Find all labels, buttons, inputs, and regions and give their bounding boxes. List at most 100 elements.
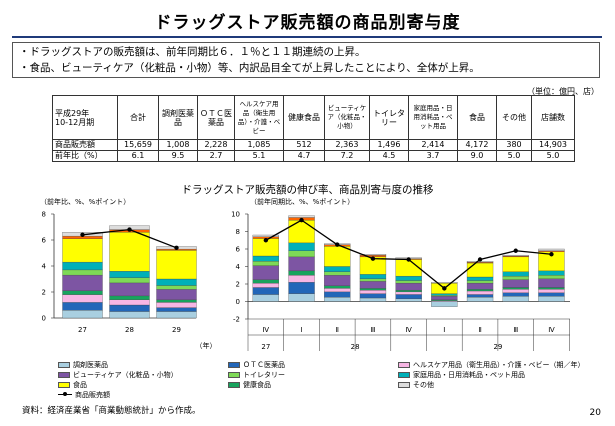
bar-segment [62,290,103,295]
bar-segment [502,296,529,302]
bar-segment [395,294,422,300]
bar-segment [431,282,458,284]
bar-segment [395,259,422,277]
bar-segment [502,287,529,290]
legend-label: 商品販売額 [75,391,110,399]
legend-label: その他 [413,381,434,389]
bar-segment [252,255,280,262]
bar-segment [359,289,387,294]
bar-segment [156,278,197,286]
sales-point [263,238,269,243]
legend-label: ヘルスケア用品（衛生用品）・介護・ベビー（期／年） [413,361,585,369]
title-underline [12,36,602,38]
year-label: 28 [351,343,360,351]
page-title: ドラッグストア販売額の商品別寄与度 [154,13,461,33]
sales-point [477,257,483,262]
bar-segment [288,275,315,283]
bar-segment [502,256,529,272]
legend-swatch [228,372,240,378]
bar-segment [466,262,494,278]
y-tick-label: 10 [231,211,240,219]
bar-segment [324,266,351,272]
bar-segment [156,307,197,312]
bar-segment [502,292,529,297]
table-cell: 5.1 [234,150,284,162]
bar-segment [324,288,351,293]
bar-segment [538,248,565,251]
table-header: トイレタリー [369,95,409,140]
bar-segment [538,287,565,290]
bar-segment [62,310,103,319]
bar-segment [156,302,197,308]
bar-segment [538,296,565,302]
bar-segment [466,290,494,295]
page-number: 20 [589,408,601,418]
year-label: 27 [261,343,270,351]
bar-segment [62,294,103,303]
x-tick-label: Ⅱ [478,326,481,334]
x-tick-label: Ⅳ [548,326,555,334]
bar-segment [252,287,280,295]
sales-point [174,245,179,250]
sales-point [80,232,85,237]
bar-segment [466,280,494,284]
x-tick-label: Ⅱ [336,326,339,334]
chart-section-title: ドラッグストア販売額の伸び率、商品別寄与度の推移 [181,184,434,196]
bar-segment [252,279,280,284]
bar-segment [359,281,387,289]
table-header-row: 平成29年 10-12月期 合計 調剤医薬品 ＯＴＣ医薬品 ヘルスケア用品（衛生… [52,95,575,140]
y-tick-label: 0 [42,315,46,323]
bar-segment [538,275,565,279]
bar-segment [288,242,315,251]
bar-segment [324,296,351,302]
legend-swatch [58,372,70,378]
bar-segment [62,238,103,263]
table-cell: 5.0 [531,150,575,162]
bar-segment [538,270,565,276]
bar-segment [431,296,458,300]
sales-table: 平成29年 10-12月期 合計 調剤医薬品 ＯＴＣ医薬品 ヘルスケア用品（衛生… [52,95,575,162]
legend-swatch [228,362,240,368]
y-tick-label: 6 [236,246,241,254]
bar-segment [109,232,150,272]
bar-segment [62,261,103,271]
table-period-label: 平成29年 10-12月期 [52,95,118,140]
legend-item: 調剤医薬品 [58,360,108,370]
bar-segment [156,299,197,303]
bar-segment [359,297,387,302]
y-tick-label: 6 [42,237,47,245]
legend-swatch [58,362,70,368]
table-header: ヘルスケア用品（衛生用品）・介護・ベビー [234,95,284,140]
table-unit: （単位：億円、店） [527,87,599,96]
bar-segment [109,304,150,312]
bar-segment [538,278,565,288]
bar-segment [109,295,150,300]
bar-segment [466,289,494,292]
sales-point [335,242,340,247]
bar-segment [466,282,494,290]
bar-segment [395,282,422,291]
bar-segment [288,215,315,218]
x-tick-label: 29 [172,326,181,334]
table-cell: 9.0 [457,150,497,162]
table-cell: 7.2 [324,150,370,162]
table-header: 家庭用品・日用消耗品・ペット用品 [408,95,458,140]
legend-swatch [398,372,410,378]
table-header: 健康食品 [283,95,325,140]
legend-label: 食品 [73,381,87,389]
bar-segment [538,289,565,293]
bar-segment [431,301,458,307]
bar-segment [62,269,103,276]
source-note: 資料：経済産業省「商業動態統計」から作成。 [22,406,201,416]
bar-segment [502,254,529,257]
sales-point [406,257,411,262]
bar-segment [359,293,387,299]
x-axis-label: （年） [196,341,217,350]
summary-box: ・ドラッグストアの販売額は、前年同期比６．１％と１１期連続の上昇。 ・食品、ビュ… [12,42,600,78]
legend-swatch [58,382,70,388]
legend-item: 食品 [58,380,87,390]
sales-point [127,227,132,232]
bar-segment [62,274,103,291]
bar-segment [395,291,422,295]
bar-segment [109,282,150,297]
